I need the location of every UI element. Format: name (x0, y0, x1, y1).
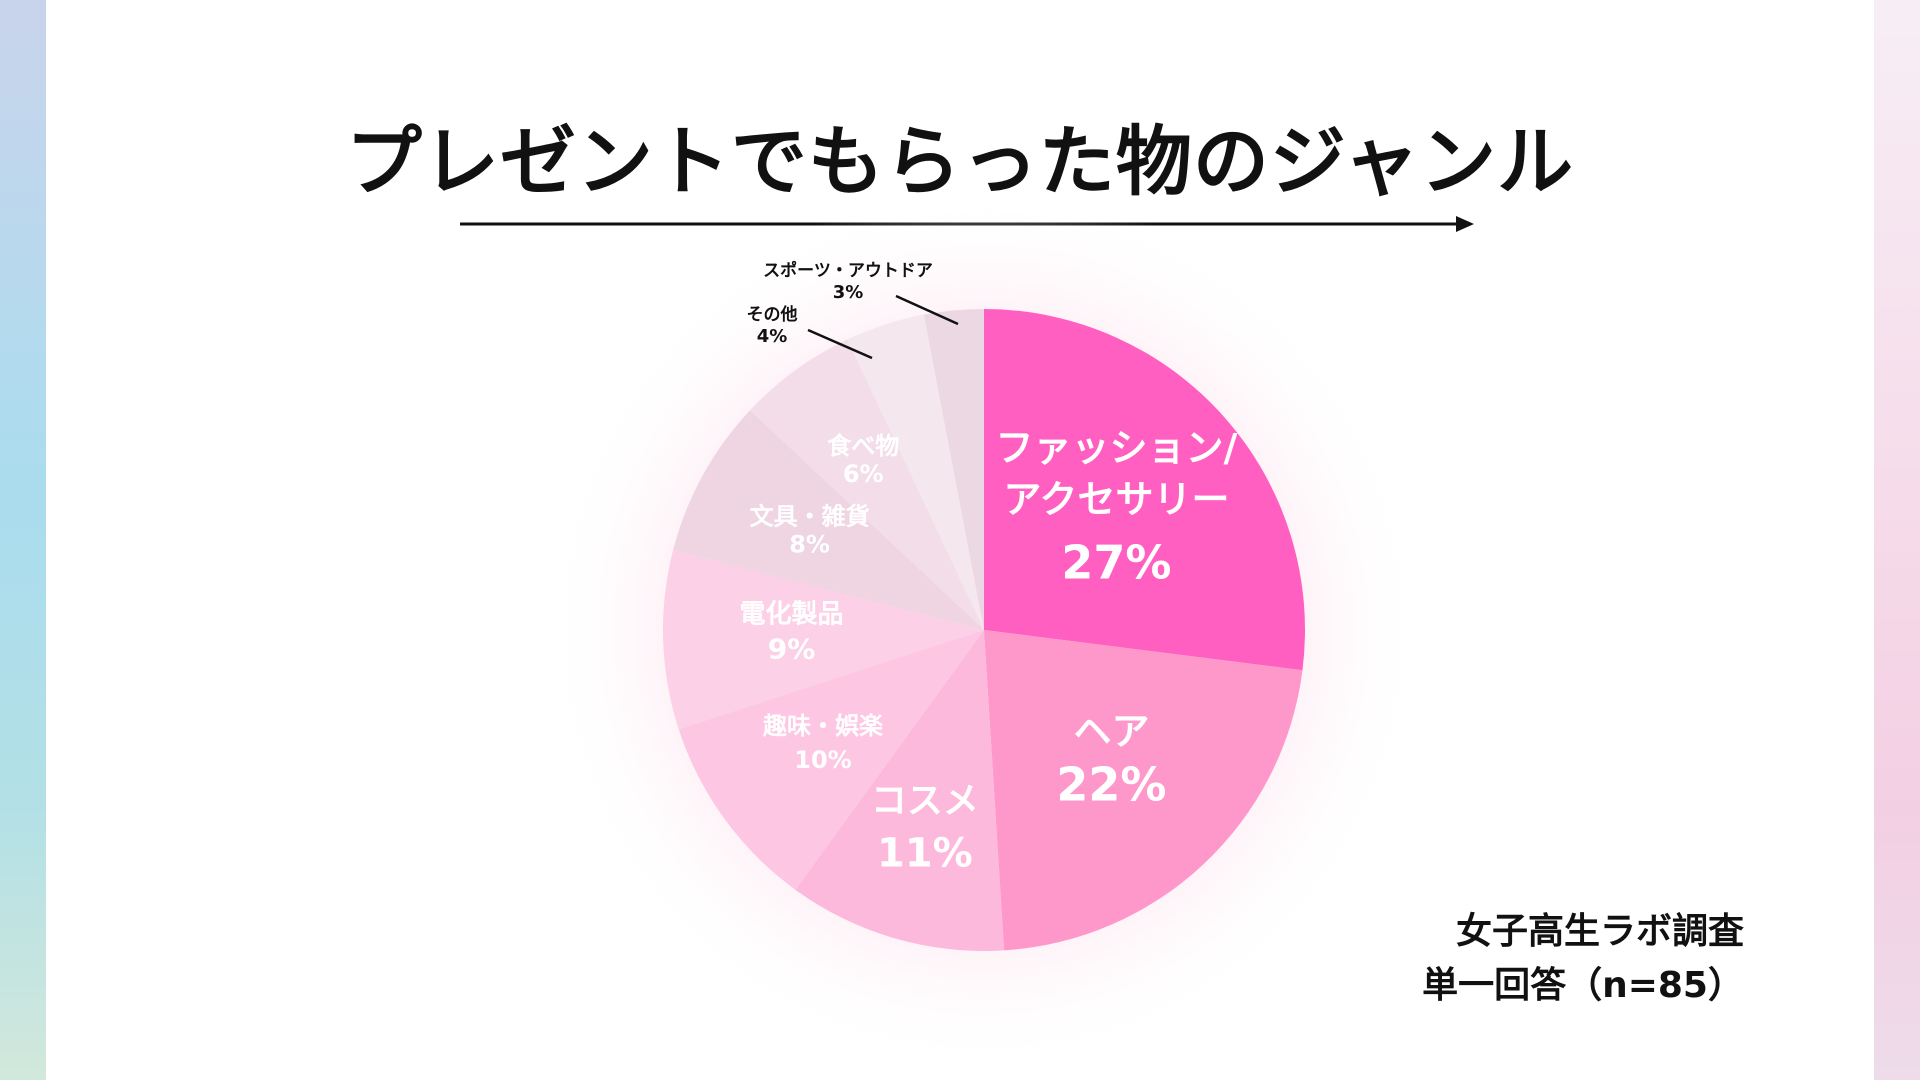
pie-slice (750, 339, 984, 630)
leader-line (807, 328, 873, 360)
slice-label: ヘア (1073, 709, 1149, 753)
slice-value-label: 3% (833, 282, 864, 303)
pie-slice (678, 630, 984, 890)
pie-slice (663, 550, 984, 730)
pie-slice (847, 314, 984, 630)
pie-slice (984, 309, 1306, 671)
slice-label: コスメ (871, 781, 979, 822)
source-line-2: 単一回答（n=85） (1422, 965, 1744, 1006)
slice-value-label: 22% (1056, 757, 1166, 811)
slice-value-label: 4% (757, 326, 788, 347)
slice-label: ファッション/アクセサリー (995, 426, 1237, 521)
source-line-1: 女子高生ラボ調査 (1455, 911, 1744, 952)
source-note: 女子高生ラボ調査 単一回答（n=85） (1422, 905, 1744, 1013)
slice-label: 電化製品 (739, 600, 843, 630)
pie-slice (795, 630, 1005, 951)
slice-label: その他 (747, 304, 798, 325)
slice-value-label: 27% (1061, 536, 1171, 590)
slice-label: 食べ物 (827, 432, 899, 460)
pie-slice (923, 309, 984, 630)
pie-slice (984, 630, 1303, 951)
pie-slice (673, 410, 984, 630)
slice-label: 文具・雑貨 (750, 502, 870, 530)
slice-label: スポーツ・アウトドア (763, 260, 933, 281)
left-gradient-band (0, 0, 46, 1080)
slice-value-label: 10% (794, 746, 851, 774)
slice-value-label: 8% (789, 530, 830, 558)
slice-value-label: 9% (768, 633, 816, 666)
slice-label: 趣味・娯楽 (762, 712, 884, 740)
slice-value-label: 6% (843, 460, 884, 488)
leader-line (895, 294, 959, 326)
slice-value-label: 11% (877, 831, 973, 877)
right-gradient-band (1874, 0, 1920, 1080)
